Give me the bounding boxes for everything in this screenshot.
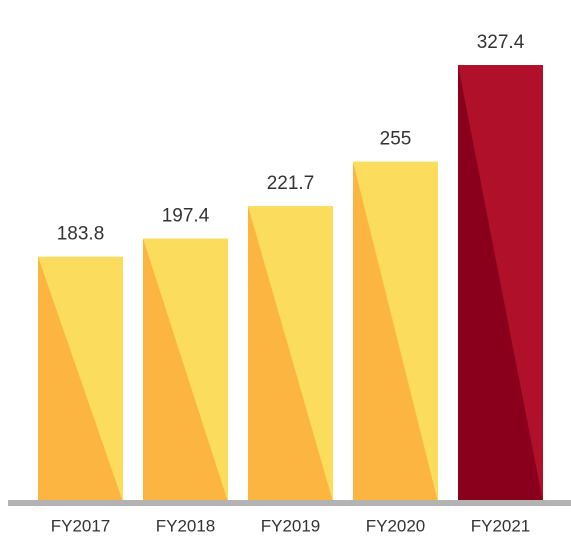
value-label: 255 <box>380 129 412 150</box>
value-label: 183.8 <box>57 224 105 245</box>
value-label: 327.4 <box>477 32 525 53</box>
x-tick-label: FY2019 <box>261 516 321 535</box>
x-tick-label: FY2021 <box>471 516 531 535</box>
bar-shade <box>143 238 228 503</box>
value-label: 197.4 <box>162 206 210 227</box>
x-tick-label: FY2020 <box>366 516 426 535</box>
bar-shade <box>38 256 123 502</box>
value-label: 221.7 <box>267 173 315 194</box>
bar-shade <box>248 206 333 503</box>
x-tick-label: FY2017 <box>51 516 111 535</box>
bar-shade <box>353 161 438 502</box>
bar-shade <box>458 65 543 502</box>
x-tick-label: FY2018 <box>156 516 216 535</box>
baseline <box>8 500 571 506</box>
